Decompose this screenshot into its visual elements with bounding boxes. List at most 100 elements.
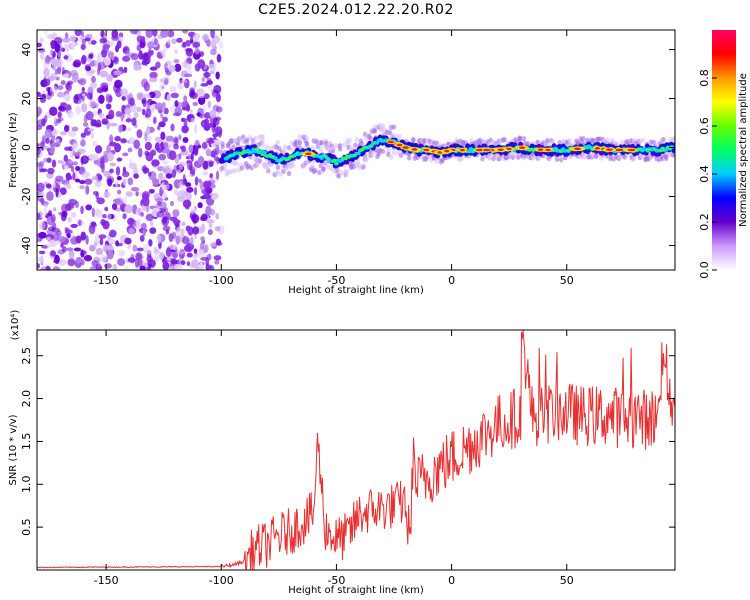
heatmap-cell bbox=[148, 263, 152, 268]
heatmap-cell bbox=[50, 72, 57, 81]
heatmap-cell bbox=[51, 159, 57, 168]
heatmap-cell bbox=[220, 144, 225, 150]
heatmap-cell bbox=[168, 64, 176, 73]
heatmap-cell bbox=[131, 105, 138, 113]
heatmap-cell bbox=[96, 52, 103, 63]
heatmap-cell bbox=[206, 122, 214, 128]
heatmap-cell bbox=[487, 155, 492, 161]
heatmap-cell bbox=[57, 235, 66, 243]
heatmap-cell bbox=[275, 164, 281, 170]
x-tick-label: -150 bbox=[94, 574, 119, 587]
heatmap-cell bbox=[114, 143, 122, 153]
heatmap-cell bbox=[87, 58, 92, 62]
heatmap-cell bbox=[43, 67, 50, 78]
heatmap-cell bbox=[193, 248, 198, 254]
heatmap-cell bbox=[161, 116, 168, 123]
heatmap-cell bbox=[149, 149, 157, 157]
heatmap-cell bbox=[80, 249, 85, 258]
heatmap-cell bbox=[143, 81, 150, 92]
heatmap-cell bbox=[85, 185, 90, 195]
heatmap-cell bbox=[47, 226, 55, 231]
colorbar-gradient bbox=[712, 30, 736, 270]
heatmap-cell bbox=[173, 189, 178, 196]
heatmap-cell bbox=[286, 170, 292, 177]
heatmap-cell bbox=[168, 266, 176, 270]
heatmap-cell bbox=[521, 135, 527, 142]
heatmap-cell bbox=[201, 188, 208, 195]
heatmap-cell bbox=[45, 183, 52, 189]
heatmap-cell bbox=[172, 112, 181, 117]
heatmap-cell bbox=[594, 147, 601, 150]
y-tick-label: 20 bbox=[20, 92, 33, 106]
heatmap-cell bbox=[640, 137, 645, 144]
heatmap-cell bbox=[188, 173, 193, 178]
heatmap-cell bbox=[210, 150, 216, 158]
heatmap-cell bbox=[70, 223, 78, 229]
heatmap-cell bbox=[163, 78, 169, 86]
heatmap-cell bbox=[199, 261, 204, 270]
heatmap-cell bbox=[118, 249, 126, 257]
heatmap-cell bbox=[61, 203, 68, 213]
heatmap-cell bbox=[231, 144, 236, 150]
heatmap-cell bbox=[82, 122, 89, 127]
heatmap-cell bbox=[156, 211, 165, 218]
heatmap-cell bbox=[120, 138, 127, 144]
heatmap-cell bbox=[151, 159, 160, 167]
heatmap-cell bbox=[148, 77, 158, 83]
heatmap-cell bbox=[139, 235, 145, 242]
heatmap-cell bbox=[122, 55, 131, 62]
heatmap-cell bbox=[321, 166, 326, 172]
heatmap-cell bbox=[186, 104, 191, 112]
heatmap-cell bbox=[57, 85, 64, 91]
heatmap-cell bbox=[103, 170, 112, 178]
heatmap-cell bbox=[197, 96, 206, 105]
heatmap-cell bbox=[75, 165, 81, 171]
heatmap-cell bbox=[614, 148, 624, 152]
heatmap-cell bbox=[49, 106, 58, 116]
heatmap-cell bbox=[197, 59, 206, 69]
heatmap-cell bbox=[52, 266, 61, 270]
heatmap-cell bbox=[81, 87, 85, 92]
heatmap-cell bbox=[38, 161, 45, 167]
heatmap-cell bbox=[187, 226, 194, 236]
heatmap-cell bbox=[182, 41, 187, 48]
heatmap-cell bbox=[253, 135, 259, 141]
heatmap-cell bbox=[200, 195, 207, 200]
heatmap-cell bbox=[199, 180, 204, 190]
heatmap-cell bbox=[37, 142, 41, 148]
heatmap-cell bbox=[154, 142, 160, 151]
heatmap-cell bbox=[162, 206, 169, 213]
heatmap-cell bbox=[78, 179, 86, 185]
heatmap-cell bbox=[170, 92, 179, 99]
heatmap-cell bbox=[172, 219, 181, 225]
heatmap-cell bbox=[75, 106, 81, 115]
heatmap-cell bbox=[53, 36, 63, 44]
heatmap-cell bbox=[89, 61, 95, 67]
heatmap-cell bbox=[581, 136, 586, 142]
heatmap-cell bbox=[200, 213, 208, 222]
heatmap-cell bbox=[192, 101, 199, 106]
heatmap-cell bbox=[260, 134, 265, 140]
heatmap-cell bbox=[70, 165, 75, 173]
heatmap-cell bbox=[183, 118, 188, 128]
heatmap-cell bbox=[42, 93, 46, 99]
heatmap-cell bbox=[47, 167, 55, 175]
heatmap-cell bbox=[60, 102, 67, 107]
heatmap-cell bbox=[85, 234, 89, 245]
heatmap-cell bbox=[617, 154, 622, 160]
heatmap-cell bbox=[116, 40, 122, 49]
heatmap-cell bbox=[133, 111, 139, 119]
heatmap-cell bbox=[44, 30, 48, 37]
heatmap-cell bbox=[141, 222, 147, 229]
heatmap-cell bbox=[74, 178, 81, 183]
heatmap-cell bbox=[310, 145, 315, 151]
heatmap-cell bbox=[141, 53, 150, 63]
heatmap-cell bbox=[98, 112, 105, 119]
heatmap-cell bbox=[396, 143, 403, 147]
heatmap-cell bbox=[202, 171, 209, 176]
heatmap-cell bbox=[53, 207, 57, 212]
heatmap-cell bbox=[206, 80, 213, 85]
heatmap-cell bbox=[535, 139, 540, 145]
heatmap-cell bbox=[197, 202, 203, 209]
